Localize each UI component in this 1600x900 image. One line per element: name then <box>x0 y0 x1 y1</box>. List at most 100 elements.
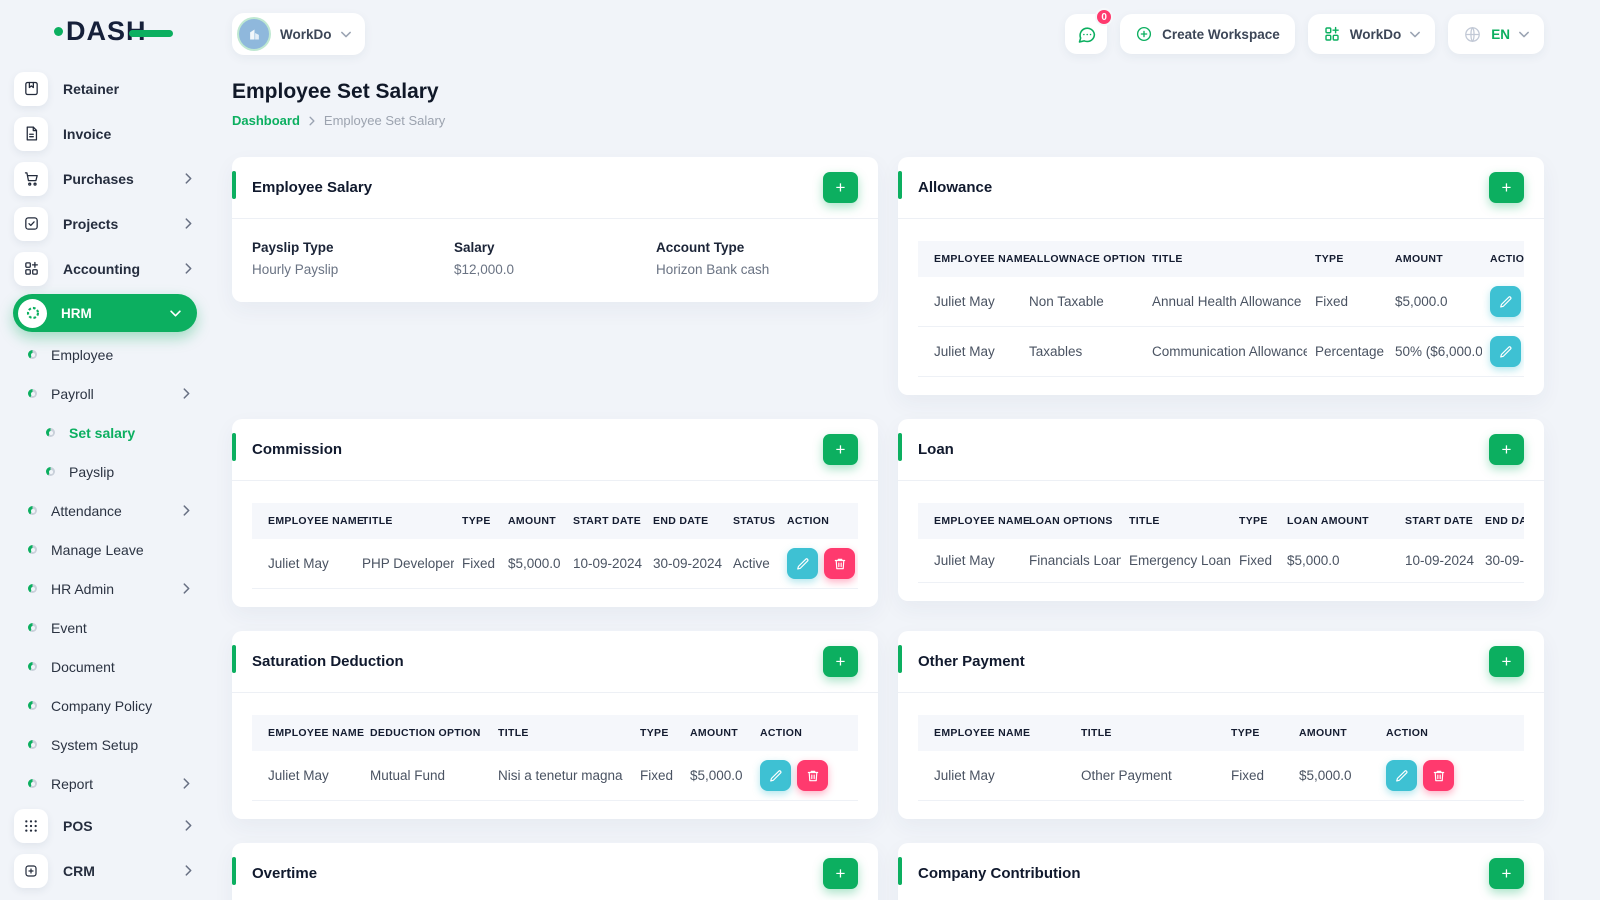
add-saturation-deduction-button[interactable]: + <box>823 646 858 677</box>
other-payment-table: Employee Name Title Type Amount Action J… <box>918 715 1524 801</box>
add-company-contribution-button[interactable]: + <box>1489 858 1524 889</box>
add-allowance-button[interactable]: + <box>1489 172 1524 203</box>
workspace-switcher[interactable]: WorkDo <box>232 13 365 55</box>
edit-button[interactable] <box>1490 336 1521 367</box>
delete-button[interactable] <box>824 548 855 579</box>
cell-end-date: 30-09-2024 <box>645 539 725 589</box>
add-other-payment-button[interactable]: + <box>1489 646 1524 677</box>
sidebar-item-purchases[interactable]: Purchases <box>0 156 210 201</box>
sidebar-item-report[interactable]: Report <box>0 764 210 803</box>
sidebar-item-invoice[interactable]: Invoice <box>0 111 210 156</box>
field-value: Horizon Bank cash <box>656 262 770 277</box>
workspace-name: WorkDo <box>280 26 332 42</box>
sidebar-item-accounting[interactable]: Accounting <box>0 246 210 291</box>
sidebar-item-payroll[interactable]: Payroll <box>0 374 210 413</box>
sidebar-item-label: Manage Leave <box>51 541 144 558</box>
brand-logo[interactable]: DASH <box>0 0 210 62</box>
add-commission-button[interactable]: + <box>823 434 858 465</box>
column-header: Start Date <box>1405 515 1474 527</box>
cell-title: Other Payment <box>1073 751 1223 801</box>
workspace-avatar <box>239 19 269 49</box>
chevron-right-icon <box>309 116 315 126</box>
sidebar-item-label: Company Policy <box>51 697 153 714</box>
cell-employee-name: Juliet May <box>252 539 354 589</box>
sidebar-item-set-salary[interactable]: Set salary <box>0 413 210 452</box>
pencil-icon <box>1499 295 1511 308</box>
sidebar-item-retainer[interactable]: Retainer <box>0 66 210 111</box>
add-overtime-button[interactable]: + <box>823 858 858 889</box>
field-label: Salary <box>454 240 495 255</box>
messages-button[interactable]: 0 <box>1065 8 1114 54</box>
breadcrumb-current: Employee Set Salary <box>323 113 446 128</box>
hrm-icon <box>18 298 47 328</box>
sidebar-item-document[interactable]: Document <box>0 647 210 686</box>
page-title: Employee Set Salary <box>232 80 439 103</box>
column-header: Title <box>1129 515 1160 527</box>
card-header: Overtime + <box>232 843 878 900</box>
bullet-icon <box>28 389 37 398</box>
sidebar-item-label: Projects <box>63 215 119 232</box>
language-selector[interactable]: EN <box>1448 14 1544 54</box>
column-header: Amount <box>690 727 738 739</box>
cell-employee-name: Juliet May <box>918 539 1021 583</box>
edit-button[interactable] <box>1490 286 1521 317</box>
dots-grid-icon <box>14 808 48 843</box>
cell-loan-option: Financials Loan <box>1021 539 1121 583</box>
cell-type: Fixed <box>632 751 682 801</box>
card-title: Company Contribution <box>918 865 1081 882</box>
add-employee-salary-button[interactable]: + <box>823 172 858 203</box>
sidebar-item-event[interactable]: Event <box>0 608 210 647</box>
edit-button[interactable] <box>787 548 818 579</box>
card-header: Saturation Deduction + <box>232 631 878 693</box>
sidebar-item-hrm[interactable]: HRM <box>13 294 197 332</box>
sidebar-item-company-policy[interactable]: Company Policy <box>0 686 210 725</box>
logo-dot-icon <box>54 26 63 36</box>
commission-table: Employee Name Title Type Amount Start Da… <box>252 503 858 589</box>
create-workspace-button[interactable]: Create Workspace <box>1120 14 1295 54</box>
add-loan-button[interactable]: + <box>1489 434 1524 465</box>
delete-button[interactable] <box>1423 760 1454 791</box>
sidebar-item-pos[interactable]: POS <box>0 803 210 848</box>
chat-icon <box>1078 26 1095 43</box>
column-header: Start Date <box>573 515 642 527</box>
sidebar-item-label: HRM <box>61 305 92 321</box>
edit-button[interactable] <box>760 760 791 791</box>
sidebar-item-manage-leave[interactable]: Manage Leave <box>0 530 210 569</box>
field-payslip-type: Payslip Type Hourly Payslip <box>252 240 454 277</box>
sidebar-item-label: Report <box>51 775 94 792</box>
edit-button[interactable] <box>1386 760 1417 791</box>
card-title: Overtime <box>252 865 318 882</box>
sidebar-item-projects[interactable]: Projects <box>0 201 210 246</box>
grid-plus-icon <box>1325 26 1339 41</box>
delete-button[interactable] <box>797 760 828 791</box>
workspace-menu-button[interactable]: WorkDo <box>1307 14 1436 54</box>
cell-start-date: 10-09-2024 <box>565 539 645 589</box>
bullet-icon <box>28 545 37 554</box>
table-row: Juliet May Financials Loan Emergency Loa… <box>918 539 1524 583</box>
dash-logo: DASH <box>54 17 173 45</box>
breadcrumb-dashboard-link[interactable]: Dashboard <box>232 113 300 128</box>
cell-title: PHP Developer <box>354 539 454 589</box>
sidebar-item-attendance[interactable]: Attendance <box>0 491 210 530</box>
accent-bar <box>232 433 236 461</box>
chevron-right-icon <box>185 173 192 184</box>
table-header-row: Employee Name Title Type Amount Start Da… <box>252 503 858 539</box>
sidebar-item-system-setup[interactable]: System Setup <box>0 725 210 764</box>
sidebar-item-payslip[interactable]: Payslip <box>0 452 210 491</box>
column-header: Employee Name <box>934 515 1031 527</box>
loan-card: Loan + Employee Name Loan Options Title … <box>898 419 1544 601</box>
sidebar-item-employee[interactable]: Employee <box>0 335 210 374</box>
cards-grid: Employee Salary + Payslip Type Hourly Pa… <box>232 157 1544 900</box>
sidebar-item-label: Set salary <box>69 424 136 441</box>
sidebar-item-label: Retainer <box>63 80 120 97</box>
table-row: Juliet May Non Taxable Annual Health All… <box>918 277 1524 327</box>
column-header: Employee Name <box>268 727 365 739</box>
column-header: Title <box>1081 727 1112 739</box>
column-header: Title <box>362 515 393 527</box>
sidebar-item-hr-admin[interactable]: HR Admin <box>0 569 210 608</box>
cell-type: Fixed <box>1223 751 1291 801</box>
crm-icon <box>14 853 48 888</box>
sidebar-item-crm[interactable]: CRM <box>0 848 210 893</box>
accent-bar <box>898 171 902 199</box>
accent-bar <box>898 857 902 885</box>
